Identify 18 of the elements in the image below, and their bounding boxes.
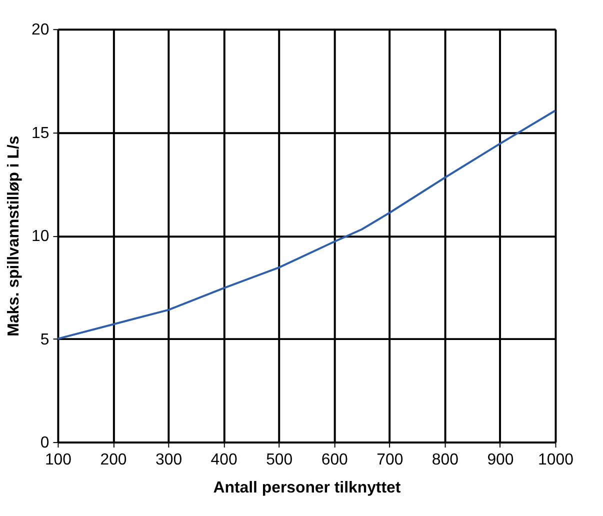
y-tick-label: 0 [40, 434, 50, 452]
x-tick-label: 200 [100, 451, 127, 468]
y-axis-title: Maks. spillvannstilløp i L/s [6, 136, 23, 336]
y-tick-label: 20 [32, 22, 50, 39]
x-tick-label: 500 [266, 451, 293, 468]
x-tick-label: 1000 [538, 451, 574, 468]
x-tick-label: 600 [321, 451, 348, 468]
y-tick-label: 15 [32, 124, 50, 142]
y-tick-label: 10 [32, 228, 50, 246]
x-tick-label: 800 [432, 451, 459, 468]
x-tick-label: 300 [156, 451, 182, 468]
x-tick-label: 900 [487, 451, 514, 468]
y-tick-label: 5 [40, 331, 50, 348]
x-axis-title: Antall personer tilknyttet [213, 479, 402, 496]
x-tick-label: 700 [376, 451, 404, 468]
line-series [56, 110, 556, 340]
x-tick-label: 400 [210, 451, 238, 468]
x-tick-label: 100 [44, 451, 72, 468]
